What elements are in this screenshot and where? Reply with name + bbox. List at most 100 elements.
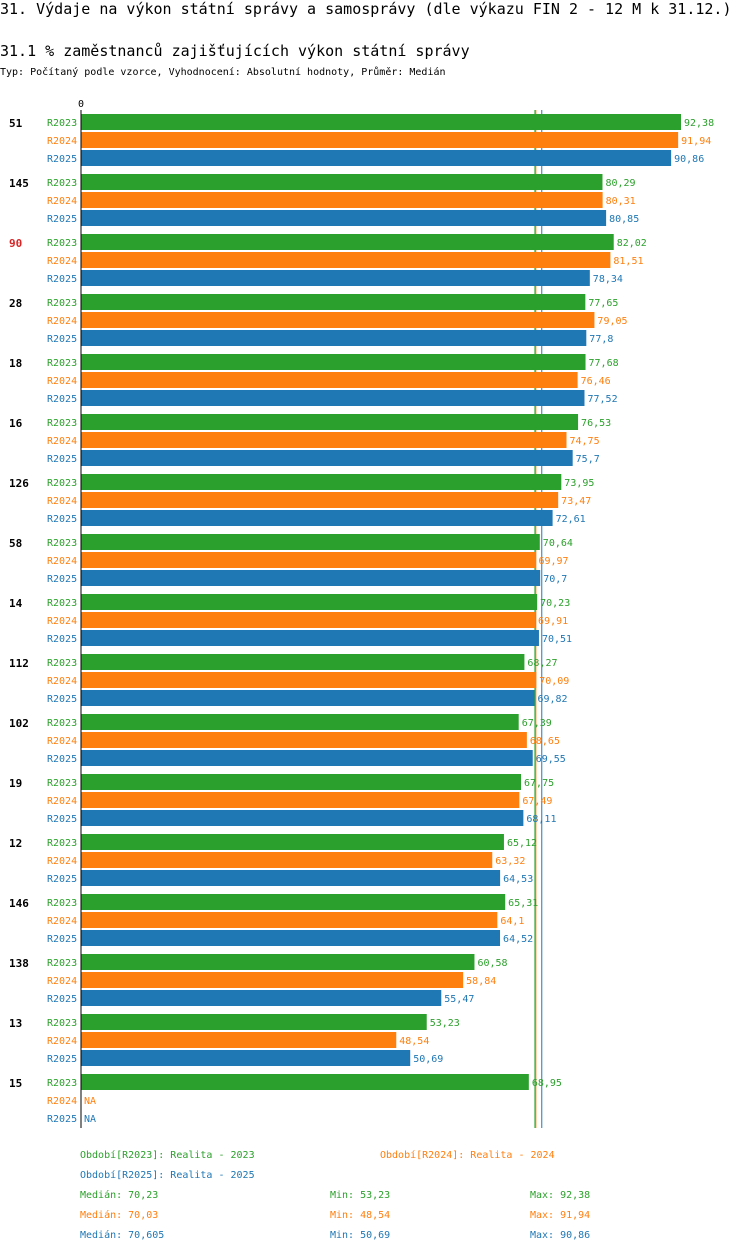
- group-label-126: 126: [9, 477, 29, 490]
- data-label: 68,27: [527, 658, 557, 669]
- series-label: R2023: [47, 118, 77, 129]
- series-label: R2025: [47, 634, 77, 645]
- legend-min-2025: Min: 50,69: [330, 1230, 391, 1241]
- series-label: R2024: [47, 1036, 77, 1047]
- data-label: 70,7: [543, 574, 567, 585]
- series-label: R2025: [47, 334, 77, 345]
- group-label-58: 58: [9, 537, 22, 550]
- series-label: R2023: [47, 1018, 77, 1029]
- legend-period-2023: Období[R2023]: Realita - 2023: [80, 1150, 255, 1161]
- series-label: R2025: [47, 934, 77, 945]
- bar-51-R2024: [81, 132, 679, 148]
- bar-102-R2024: [81, 732, 527, 748]
- page-title: 31. Výdaje na výkon státní správy a samo…: [0, 0, 732, 18]
- data-label: 50,69: [413, 1054, 443, 1065]
- group-label-90: 90: [9, 237, 22, 250]
- bar-51-R2023: [81, 114, 681, 130]
- chart-type-line: Typ: Počítaný podle vzorce, Vyhodnocení:…: [0, 67, 446, 78]
- bar-145-R2025: [81, 210, 607, 226]
- bar-12-R2023: [81, 834, 504, 850]
- data-label: 73,47: [561, 496, 591, 507]
- data-label: 69,97: [538, 556, 568, 567]
- group-label-146: 146: [9, 897, 29, 910]
- data-label: 63,32: [495, 856, 525, 867]
- bar-15-R2023: [81, 1074, 529, 1090]
- data-label: 58,84: [466, 976, 496, 987]
- bar-19-R2023: [81, 774, 522, 790]
- data-label: 74,75: [569, 436, 599, 447]
- data-label: 69,55: [536, 754, 566, 765]
- data-label: NA: [84, 1096, 96, 1107]
- data-label: 78,34: [593, 274, 623, 285]
- group-label-13: 13: [9, 1017, 22, 1030]
- legend-median-2025: Medián: 70,605: [80, 1230, 165, 1241]
- series-label: R2023: [47, 178, 77, 189]
- group-label-19: 19: [9, 777, 22, 790]
- bar-14-R2025: [81, 630, 539, 646]
- bar-145-R2023: [81, 174, 603, 190]
- data-label: 64,1: [500, 916, 524, 927]
- bar-16-R2023: [81, 414, 579, 430]
- series-label: R2024: [47, 196, 77, 207]
- legend-median-2024: Medián: 70,03: [80, 1210, 159, 1221]
- data-label: 82,02: [617, 238, 647, 249]
- bar-126-R2025: [81, 510, 553, 526]
- bar-16-R2024: [81, 432, 567, 448]
- bar-146-R2024: [81, 912, 498, 928]
- bar-112-R2023: [81, 654, 525, 670]
- data-label: 72,61: [556, 514, 586, 525]
- group-label-112: 112: [9, 657, 29, 670]
- bar-19-R2024: [81, 792, 520, 808]
- legend-max-2024: Max: 91,94: [530, 1210, 591, 1221]
- bar-90-R2023: [81, 234, 614, 250]
- bar-112-R2024: [81, 672, 537, 688]
- data-label: 77,8: [589, 334, 613, 345]
- bar-12-R2025: [81, 870, 501, 886]
- bar-14-R2023: [81, 594, 538, 610]
- data-label: 70,09: [539, 676, 569, 687]
- group-label-102: 102: [9, 717, 29, 730]
- series-label: R2025: [47, 994, 77, 1005]
- series-label: R2023: [47, 898, 77, 909]
- bar-13-R2023: [81, 1014, 427, 1030]
- bar-28-R2025: [81, 330, 587, 346]
- legend-median-2023: Medián: 70,23: [80, 1190, 159, 1201]
- series-label: R2024: [47, 916, 77, 927]
- data-label: 79,05: [597, 316, 627, 327]
- series-label: R2024: [47, 256, 77, 267]
- bar-138-R2024: [81, 972, 464, 988]
- group-label-18: 18: [9, 357, 22, 370]
- series-label: R2025: [47, 814, 77, 825]
- bar-13-R2025: [81, 1050, 411, 1066]
- axis-zero-label: 0: [78, 99, 84, 110]
- data-label: 53,23: [430, 1018, 460, 1029]
- data-label: 77,65: [588, 298, 618, 309]
- data-label: 48,54: [399, 1036, 429, 1047]
- series-label: R2025: [47, 454, 77, 465]
- data-label: 68,65: [530, 736, 560, 747]
- data-label: 60,58: [477, 958, 507, 969]
- series-label: R2025: [47, 1054, 77, 1065]
- series-label: R2023: [47, 538, 77, 549]
- series-label: R2025: [47, 694, 77, 705]
- data-label: 76,53: [581, 418, 611, 429]
- series-label: R2025: [47, 514, 77, 525]
- data-label: 55,47: [444, 994, 474, 1005]
- bar-146-R2025: [81, 930, 501, 946]
- data-label: 67,39: [522, 718, 552, 729]
- series-label: R2024: [47, 856, 77, 867]
- bar-58-R2023: [81, 534, 540, 550]
- data-label: 80,29: [605, 178, 635, 189]
- series-label: R2024: [47, 676, 77, 687]
- bar-126-R2023: [81, 474, 562, 490]
- data-label: 67,49: [522, 796, 552, 807]
- bar-12-R2024: [81, 852, 493, 868]
- series-label: R2025: [47, 1114, 77, 1125]
- data-label: 68,11: [526, 814, 556, 825]
- series-label: R2024: [47, 796, 77, 807]
- data-label: 70,51: [542, 634, 572, 645]
- data-label: 91,94: [681, 136, 711, 147]
- series-label: R2024: [47, 376, 77, 387]
- bar-90-R2025: [81, 270, 590, 286]
- bar-138-R2023: [81, 954, 475, 970]
